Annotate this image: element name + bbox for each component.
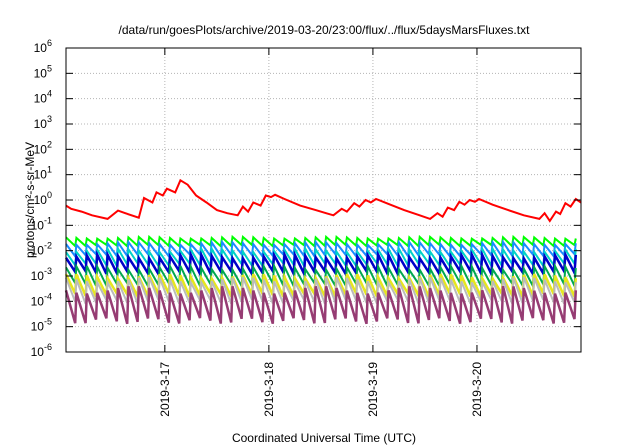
- y-tick-label: 10-3: [31, 266, 52, 283]
- series-line: [65, 234, 577, 249]
- y-tick-label-base: 10: [34, 117, 48, 131]
- y-tick-label: 100: [34, 190, 52, 207]
- x-tick-label: 2019-3-20: [470, 362, 484, 417]
- series-line: [64, 285, 578, 325]
- y-tick-label-exponent: 1: [47, 165, 52, 175]
- y-tick-label-exponent: -3: [44, 266, 52, 276]
- x-tick-label: 2019-3-17: [158, 362, 172, 417]
- y-tick-label-exponent: 2: [47, 139, 52, 149]
- y-tick-label: 101: [34, 165, 52, 182]
- y-tick-label: 103: [34, 114, 52, 131]
- y-tick-label-base: 10: [34, 193, 48, 207]
- y-tick-label-base: 10: [31, 269, 45, 283]
- y-tick-label: 106: [34, 38, 52, 55]
- y-tick-label-exponent: -2: [44, 241, 52, 251]
- y-tick-label-base: 10: [31, 218, 45, 232]
- y-tick-label-exponent: -4: [44, 291, 52, 301]
- series-line: [65, 178, 582, 223]
- x-tick-label: 2019-3-19: [366, 362, 380, 417]
- y-tick-label: 102: [34, 139, 52, 156]
- y-tick-label-exponent: 3: [47, 114, 52, 124]
- y-tick-label: 105: [34, 63, 52, 80]
- y-tick-label-base: 10: [31, 345, 45, 359]
- y-tick-label-base: 10: [31, 294, 45, 308]
- y-tick-label-base: 10: [34, 92, 48, 106]
- y-tick-label-exponent: 0: [47, 190, 52, 200]
- y-tick-label-exponent: -5: [44, 317, 52, 327]
- y-tick-label-exponent: -1: [44, 215, 52, 225]
- y-tick-label-base: 10: [34, 66, 48, 80]
- x-tick-labels: 2019-3-17 2019-3-18 2019-3-19 2019-3-20: [158, 362, 484, 417]
- y-tick-label: 10-2: [31, 241, 52, 258]
- y-tick-label-exponent: 5: [47, 63, 52, 73]
- y-tick-label-base: 10: [34, 168, 48, 182]
- y-tick-label-exponent: 4: [47, 89, 52, 99]
- y-tick-label: 104: [34, 89, 52, 106]
- y-tick-label-base: 10: [34, 142, 48, 156]
- y-tick-label: 10-6: [31, 342, 52, 359]
- y-tick-label-exponent: 6: [47, 38, 52, 48]
- series-lines: [64, 178, 582, 325]
- y-axis-label: protons/cm²-s-sr-MeV: [23, 142, 37, 258]
- x-axis-label: Coordinated Universal Time (UTC): [232, 431, 416, 445]
- chart-title: /data/run/goesPlots/archive/2019-03-20/2…: [119, 23, 531, 37]
- y-tick-label-base: 10: [34, 41, 48, 55]
- y-tick-label-exponent: -6: [44, 342, 52, 352]
- x-tick-label: 2019-3-18: [262, 362, 276, 417]
- series-line: [64, 249, 578, 279]
- y-tick-label-base: 10: [31, 244, 45, 258]
- axis-ticks: [66, 47, 581, 353]
- y-tick-label: 10-1: [31, 215, 52, 232]
- y-tick-label-base: 10: [31, 320, 45, 334]
- y-tick-label: 10-4: [31, 291, 52, 308]
- y-tick-label: 10-5: [31, 317, 52, 334]
- y-tick-labels: 10-610-510-410-310-210-11001011021031041…: [31, 38, 52, 359]
